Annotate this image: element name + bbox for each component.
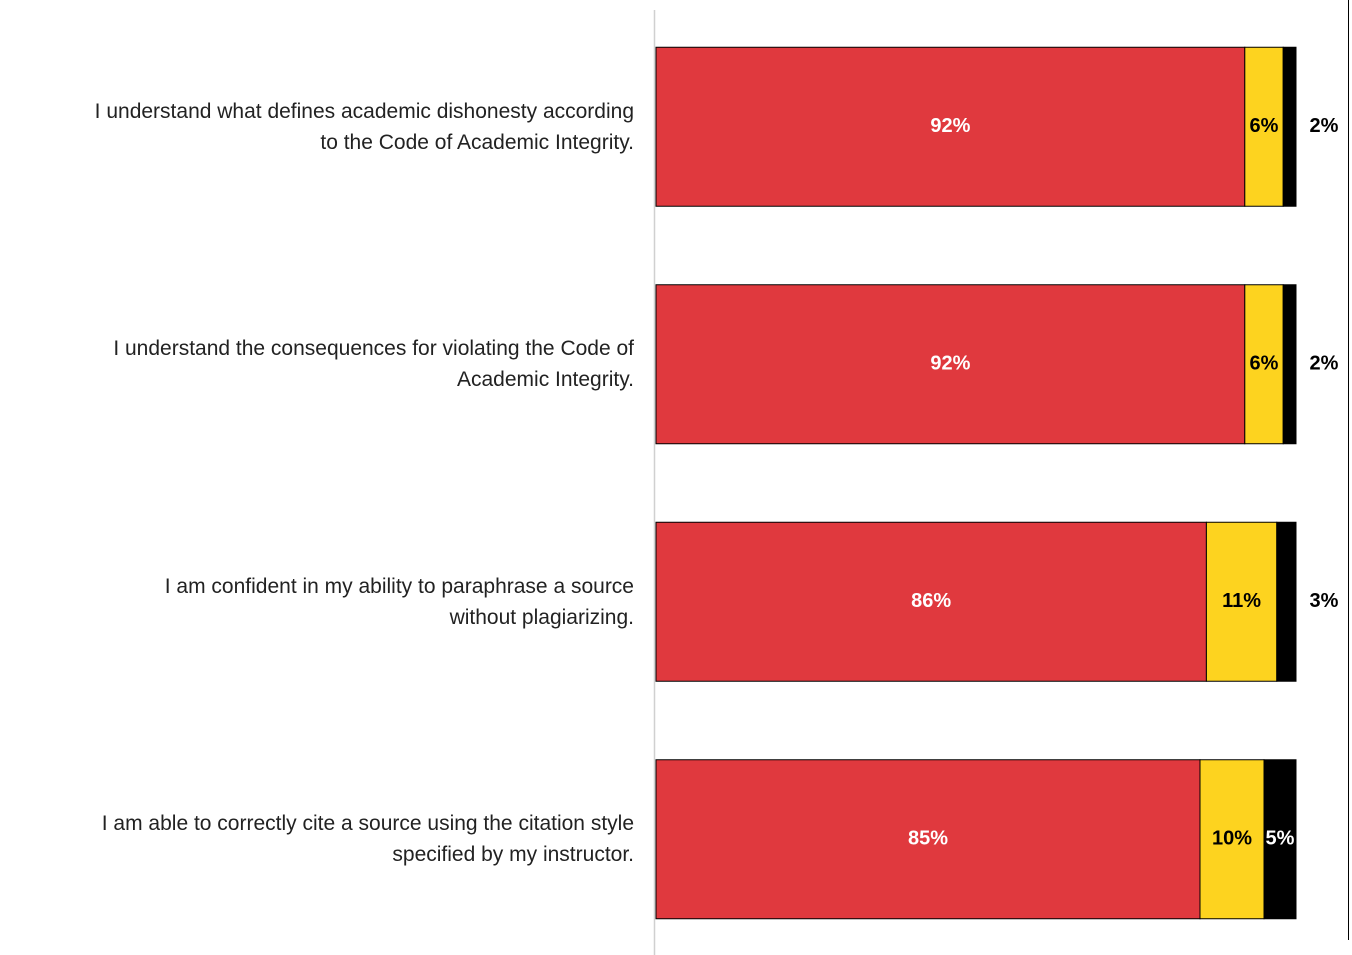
bar-segment (655, 46, 1246, 207)
bar-segment (1282, 46, 1297, 207)
value-label: 86% (911, 590, 951, 612)
bar-segment (655, 759, 1201, 920)
value-label: 92% (930, 115, 970, 137)
value-label: 6% (1250, 115, 1279, 137)
value-label: 6% (1250, 353, 1279, 375)
bar-segment (1244, 46, 1284, 207)
value-label: 2% (1310, 353, 1339, 375)
category-label: I understand what defines academic disho… (94, 99, 634, 154)
bar-segment (1199, 759, 1265, 920)
bar-segment (655, 284, 1246, 445)
category-label: I am able to correctly cite a source usi… (101, 812, 634, 867)
bar-segment (1244, 284, 1284, 445)
bar-segment (1276, 521, 1297, 682)
value-label: 3% (1310, 590, 1339, 612)
value-label: 85% (908, 828, 948, 850)
value-label: 11% (1222, 590, 1261, 612)
value-label: 2% (1310, 115, 1339, 137)
category-label: I understand the consequences for violat… (113, 337, 634, 392)
value-label: 5% (1266, 828, 1295, 850)
bar-segment (1263, 759, 1297, 920)
category-label: I am confident in my ability to paraphra… (164, 574, 634, 629)
value-label: 92% (930, 353, 970, 375)
value-label: 10% (1212, 828, 1252, 850)
bar-segment (1282, 284, 1297, 445)
